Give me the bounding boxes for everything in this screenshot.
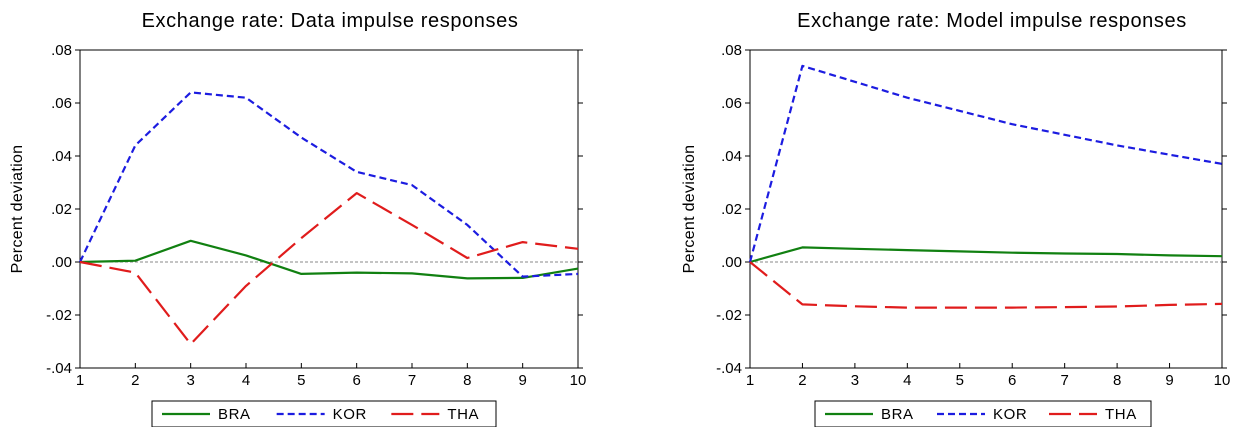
x-tick-label: 2 [131,372,139,389]
legend-label-tha: THA [1105,406,1137,423]
x-tick-label: 4 [903,372,911,389]
y-axis-label: Percent deviation [9,145,26,274]
x-tick-label: 6 [1008,372,1016,389]
x-tick-label: 5 [297,372,305,389]
x-tick-label: 10 [570,372,587,389]
legend: BRA KOR THA [151,400,497,427]
y-tick-label: .02 [51,201,72,218]
x-tick-label: 8 [1113,372,1121,389]
legend-label-kor: KOR [333,406,367,423]
legend-label-tha: THA [447,406,479,423]
x-tick-label: 8 [463,372,471,389]
y-tick-label: -.02 [716,307,742,324]
y-tick-label: .08 [51,42,72,59]
x-tick-label: 3 [186,372,194,389]
series-line-bra [749,246,1223,264]
legend-label-kor: KOR [993,406,1027,423]
x-tick-label: 1 [746,372,754,389]
legend: BRA KOR THA [814,400,1152,427]
y-tick-label: .06 [721,95,742,112]
series-line-kor [79,91,579,278]
y-tick-label: .06 [51,95,72,112]
legend-label-bra: BRA [881,406,914,423]
series-line-tha [79,192,579,346]
y-tick-label: -.04 [716,360,742,377]
y-tick-label: -.04 [46,360,72,377]
y-tick-label: .02 [721,201,742,218]
chart-title: Exchange rate: Data impulse responses [142,10,519,32]
y-tick-label: .00 [721,254,742,271]
y-tick-label: .04 [721,148,742,165]
series-line-bra [79,239,579,280]
y-tick-label: .08 [721,42,742,59]
x-tick-label: 7 [408,372,416,389]
x-tick-label: 9 [518,372,526,389]
x-tick-label: 2 [798,372,806,389]
x-tick-label: 5 [956,372,964,389]
x-tick-label: 1 [76,372,84,389]
x-tick-label: 3 [851,372,859,389]
x-tick-label: 7 [1060,372,1068,389]
chart-title: Exchange rate: Model impulse responses [797,10,1187,32]
y-tick-label: .04 [51,148,72,165]
y-axis-label: Percent deviation [681,145,698,274]
y-tick-label: .00 [51,254,72,271]
y-tick-label: -.02 [46,307,72,324]
x-tick-label: 10 [1214,372,1231,389]
x-tick-label: 9 [1165,372,1173,389]
model-impulse-chart: Exchange rate: Model impulse responses Pe… [681,10,1230,427]
x-tick-label: 4 [242,372,250,389]
series-line-kor [748,64,1223,263]
plot-frame [79,49,579,369]
series-line-tha [749,261,1223,309]
data-impulse-chart: Exchange rate: Data impulse responses Per… [9,10,586,427]
plot-frame [749,49,1223,369]
x-tick-label: 6 [352,372,360,389]
legend-label-bra: BRA [218,406,251,423]
